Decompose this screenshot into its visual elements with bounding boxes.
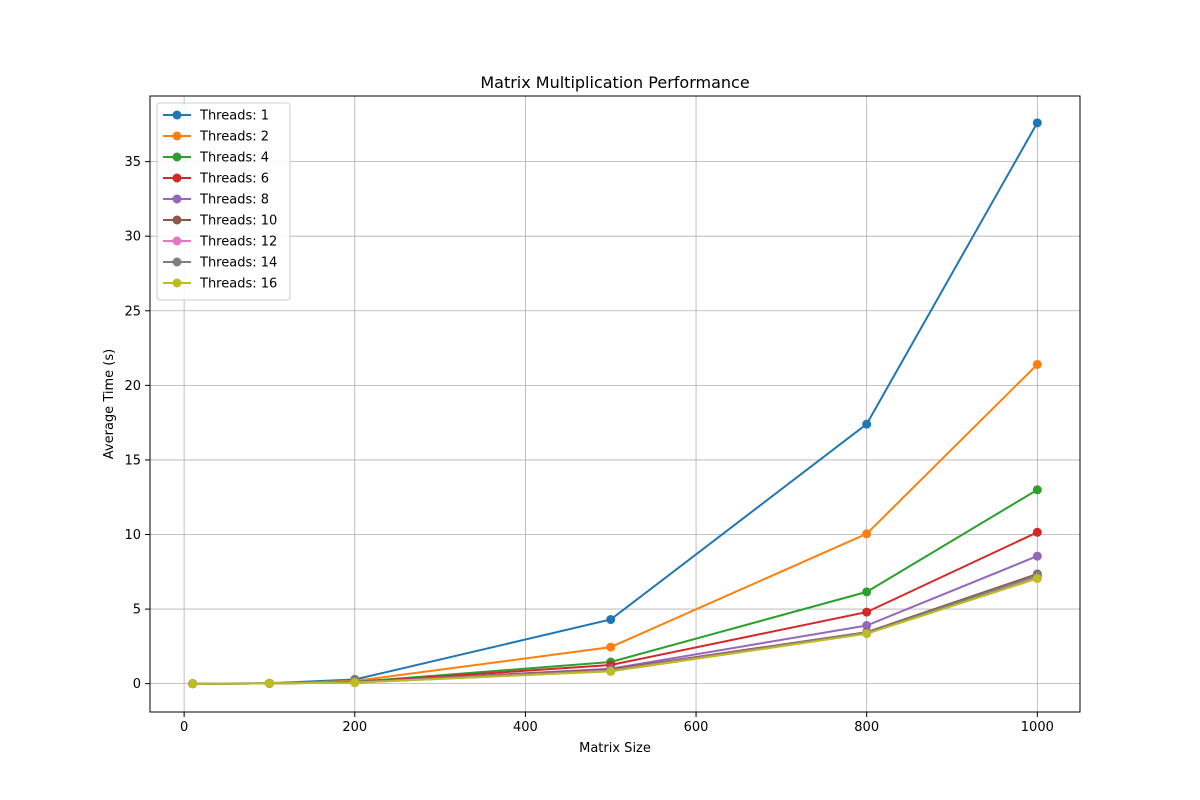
data-point — [1032, 359, 1042, 369]
legend-label: Threads: 12 — [199, 235, 277, 250]
y-tick-label: 5 — [133, 603, 141, 618]
data-point — [862, 529, 872, 539]
y-tick-label: 0 — [133, 677, 141, 692]
data-point — [606, 615, 616, 625]
y-tick-label: 20 — [124, 379, 141, 394]
legend-marker — [172, 236, 182, 246]
data-point — [1032, 485, 1042, 495]
y-axis-title: Average Time (s) — [102, 349, 117, 459]
axis-ticks: 0 200 400 600 800 1000 0 5 10 15 20 25 30 35 — [124, 155, 1053, 735]
legend-label: Threads: 6 — [199, 172, 269, 187]
y-tick-label: 35 — [124, 155, 141, 170]
series-lines — [188, 118, 1042, 689]
x-tick-label: 800 — [854, 720, 879, 735]
x-tick-label: 1000 — [1021, 720, 1054, 735]
legend-marker — [172, 257, 182, 267]
x-tick-label: 0 — [180, 720, 188, 735]
data-point — [1032, 551, 1042, 561]
data-point — [862, 587, 872, 597]
data-point — [862, 607, 872, 617]
data-point — [188, 679, 198, 689]
legend-marker — [172, 131, 182, 141]
y-tick-label: 15 — [124, 453, 141, 468]
legend-marker — [172, 194, 182, 204]
legend-label: Threads: 2 — [199, 130, 269, 145]
legend-marker — [172, 173, 182, 183]
x-tick-label: 600 — [684, 720, 709, 735]
legend-label: Threads: 8 — [199, 193, 269, 208]
x-tick-label: 200 — [342, 720, 367, 735]
legend-label: Threads: 16 — [199, 277, 277, 292]
plot-frame — [149, 95, 1081, 713]
series — [188, 574, 1042, 689]
legend-label: Threads: 1 — [199, 109, 269, 124]
data-point — [606, 642, 616, 652]
x-tick-label: 400 — [513, 720, 538, 735]
data-point — [1032, 118, 1042, 128]
data-point — [862, 419, 872, 429]
legend: Threads: 1 Threads: 2 Threads: 4 Threads: 6… — [156, 102, 291, 301]
y-tick-label: 10 — [124, 528, 141, 543]
legend-marker — [172, 110, 182, 120]
legend-marker — [172, 152, 182, 162]
grid — [150, 96, 1080, 712]
data-point — [1032, 574, 1042, 584]
legend-marker — [172, 278, 182, 288]
y-tick-label: 30 — [124, 230, 141, 245]
data-point — [264, 678, 274, 688]
legend-marker — [172, 215, 182, 225]
legend-label: Threads: 4 — [199, 151, 269, 166]
data-point — [350, 678, 360, 688]
data-point — [862, 620, 872, 630]
series-line — [192, 577, 1038, 685]
legend-box — [156, 102, 291, 301]
legend-label: Threads: 14 — [199, 256, 277, 271]
data-point — [606, 666, 616, 676]
x-axis-title: Matrix Size — [579, 741, 651, 756]
data-point — [1032, 527, 1042, 537]
data-point — [862, 629, 872, 639]
chart-title: Matrix Multiplication Performance — [480, 73, 749, 92]
legend-label: Threads: 10 — [199, 214, 277, 229]
y-tick-label: 25 — [124, 304, 141, 319]
